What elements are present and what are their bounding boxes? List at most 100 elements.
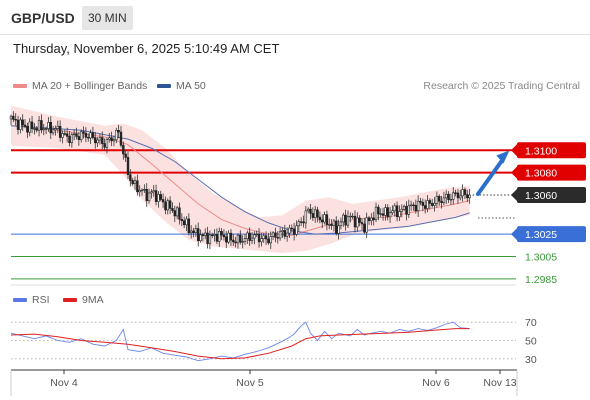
candle-body-45 xyxy=(115,130,118,141)
candle-body-81 xyxy=(199,234,202,242)
candle-body-41 xyxy=(105,139,109,148)
candle-body-97 xyxy=(236,234,240,244)
legend-ma20-swatch xyxy=(13,84,27,89)
candle-body-127 xyxy=(306,208,310,212)
candle-body-119 xyxy=(288,227,291,234)
candle-body-10 xyxy=(33,128,36,130)
current-price-pointer xyxy=(511,189,517,201)
candle-body-114 xyxy=(276,237,279,239)
candle-body-151 xyxy=(363,223,366,233)
candle-body-143 xyxy=(344,214,347,226)
candle-body-63 xyxy=(157,194,160,202)
candle-body-27 xyxy=(72,133,76,136)
candle-body-15 xyxy=(44,128,48,130)
candle-body-124 xyxy=(299,221,303,223)
candle-body-82 xyxy=(201,234,205,236)
candle-body-137 xyxy=(330,224,333,226)
candle-body-159 xyxy=(381,213,385,216)
candle-body-83 xyxy=(204,232,207,236)
candle-body-111 xyxy=(269,236,272,244)
candle-body-106 xyxy=(257,233,261,243)
candle-body-66 xyxy=(164,201,167,211)
candle-body-64 xyxy=(159,194,162,200)
time-tick-label-2: Nov 6 xyxy=(422,377,450,389)
candle-body-128 xyxy=(309,208,312,214)
rsi-tick-2: 30 xyxy=(525,354,537,366)
legend-ma20-label: MA 20 + Bollinger Bands xyxy=(32,80,148,92)
candle-body-84 xyxy=(206,232,209,244)
candle-body-65 xyxy=(161,199,165,203)
candle-body-86 xyxy=(211,234,214,237)
candle-body-44 xyxy=(112,139,116,142)
candle-body-12 xyxy=(37,120,41,131)
candle-body-34 xyxy=(89,132,92,139)
timeframe-badge[interactable]: 30 MIN xyxy=(82,6,133,30)
time-tick-label-0: Nov 4 xyxy=(50,377,78,389)
candle-body-70 xyxy=(173,210,176,217)
candle-body-179 xyxy=(428,200,432,204)
candle-body-19 xyxy=(54,128,57,131)
legend-ma20: MA 20 + Bollinger Bands xyxy=(13,80,147,92)
candle-body-134 xyxy=(323,214,326,223)
candle-body-58 xyxy=(145,188,148,202)
legend-rsi-ma-label: 9MA xyxy=(82,294,104,306)
candle-body-185 xyxy=(442,197,446,204)
candle-body-54 xyxy=(136,180,139,193)
candlesticks xyxy=(9,111,471,250)
candle-body-90 xyxy=(220,231,223,236)
time-axis: Nov 4 Nov 5 Nov 6 Nov 13 xyxy=(10,369,518,396)
candle-body-122 xyxy=(295,225,298,235)
candle-body-194 xyxy=(463,189,467,195)
current-price-tag xyxy=(517,187,586,203)
candle-body-105 xyxy=(255,233,258,236)
candle-body-22 xyxy=(61,133,64,138)
candle-body-117 xyxy=(283,230,286,237)
candle-body-85 xyxy=(208,234,212,244)
candle-body-158 xyxy=(379,213,382,215)
candle-body-172 xyxy=(412,204,415,207)
price-levels: 1.3100 1.3080 1.3025 1.3005 1.2985 xyxy=(11,142,586,286)
candle-body-38 xyxy=(98,137,102,141)
candle-body-33 xyxy=(87,136,90,139)
candle-body-154 xyxy=(370,217,373,222)
candle-body-24 xyxy=(65,133,69,137)
legend-rsi-swatch xyxy=(13,298,27,303)
candle-body-146 xyxy=(351,215,354,218)
candle-body-96 xyxy=(234,241,237,244)
candle-body-61 xyxy=(152,190,155,193)
candle-body-76 xyxy=(187,218,191,234)
candle-body-32 xyxy=(84,132,88,138)
candle-body-163 xyxy=(391,210,394,213)
candle-body-57 xyxy=(143,188,146,191)
level-label-2: 1.3025 xyxy=(525,229,557,241)
candle-body-125 xyxy=(302,221,305,224)
candle-body-166 xyxy=(398,211,401,218)
candle-body-145 xyxy=(349,215,352,218)
candle-body-99 xyxy=(241,241,244,243)
candle-body-126 xyxy=(304,210,308,224)
candle-body-87 xyxy=(213,234,216,236)
candle-body-9 xyxy=(30,121,34,130)
candle-body-192 xyxy=(459,195,462,199)
candle-body-71 xyxy=(175,207,179,217)
candle-body-68 xyxy=(168,200,172,209)
candle-body-55 xyxy=(138,189,141,193)
time-tick-label-1: Nov 5 xyxy=(236,377,264,389)
candle-body-162 xyxy=(388,212,392,218)
candle-body-56 xyxy=(140,189,144,192)
candle-body-132 xyxy=(318,216,322,221)
candle-body-142 xyxy=(342,214,345,223)
forecast-arrow-shaft xyxy=(475,156,506,196)
candle-body-160 xyxy=(384,207,387,216)
candle-body-157 xyxy=(377,206,380,215)
candle-body-113 xyxy=(274,232,277,238)
candle-body-43 xyxy=(110,137,113,142)
candle-body-25 xyxy=(68,136,71,144)
candle-body-191 xyxy=(456,192,460,199)
ma50-line xyxy=(10,125,470,235)
candle-body-183 xyxy=(438,195,441,202)
candle-body-133 xyxy=(321,219,324,223)
candle-body-152 xyxy=(365,217,368,233)
candle-body-174 xyxy=(416,200,420,212)
